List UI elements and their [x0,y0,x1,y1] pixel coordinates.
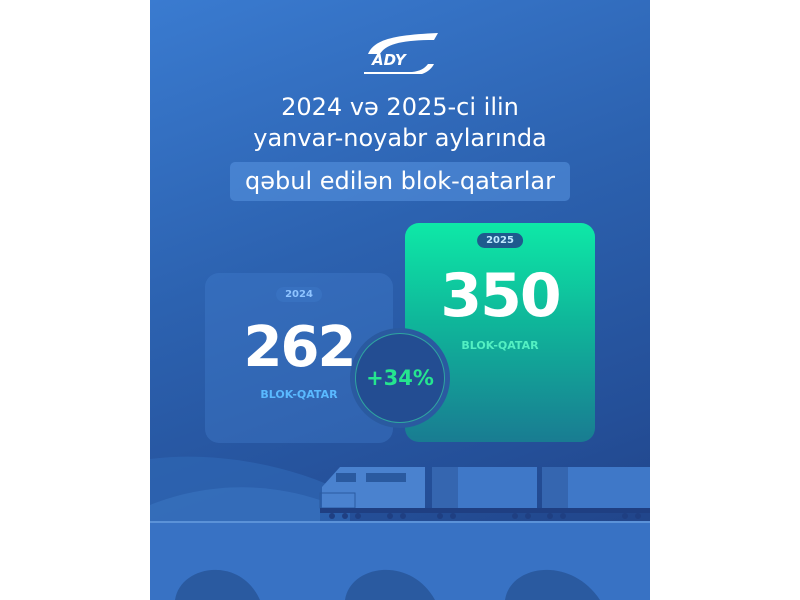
value: 350 [440,261,561,331]
title-line-3: qəbul edilən blok-qatarlar [245,167,555,195]
title-line-2: yanvar-noyabr aylarında [253,124,547,152]
ady-logo: ADY [364,33,438,74]
title-line-1: 2024 və 2025-ci ilin [281,93,519,121]
train-bridge-illustration [150,456,650,600]
card-2025: 2025 350 BLOK-QATAR [405,223,595,442]
change-badge: +34% [355,333,445,423]
value: 262 [243,315,357,380]
bridge-arches [175,569,600,600]
year-badge: 2025 [477,233,523,248]
unit-label: BLOK-QATAR [260,388,338,401]
unit-label: BLOK-QATAR [461,339,539,352]
year-badge: 2024 [276,287,322,302]
train [319,467,650,519]
infographic: ADY 2024 və 2025-ci ilin yanvar-noyabr a… [150,0,650,600]
title-highlight [230,162,570,201]
svg-text:ADY: ADY [371,51,408,69]
